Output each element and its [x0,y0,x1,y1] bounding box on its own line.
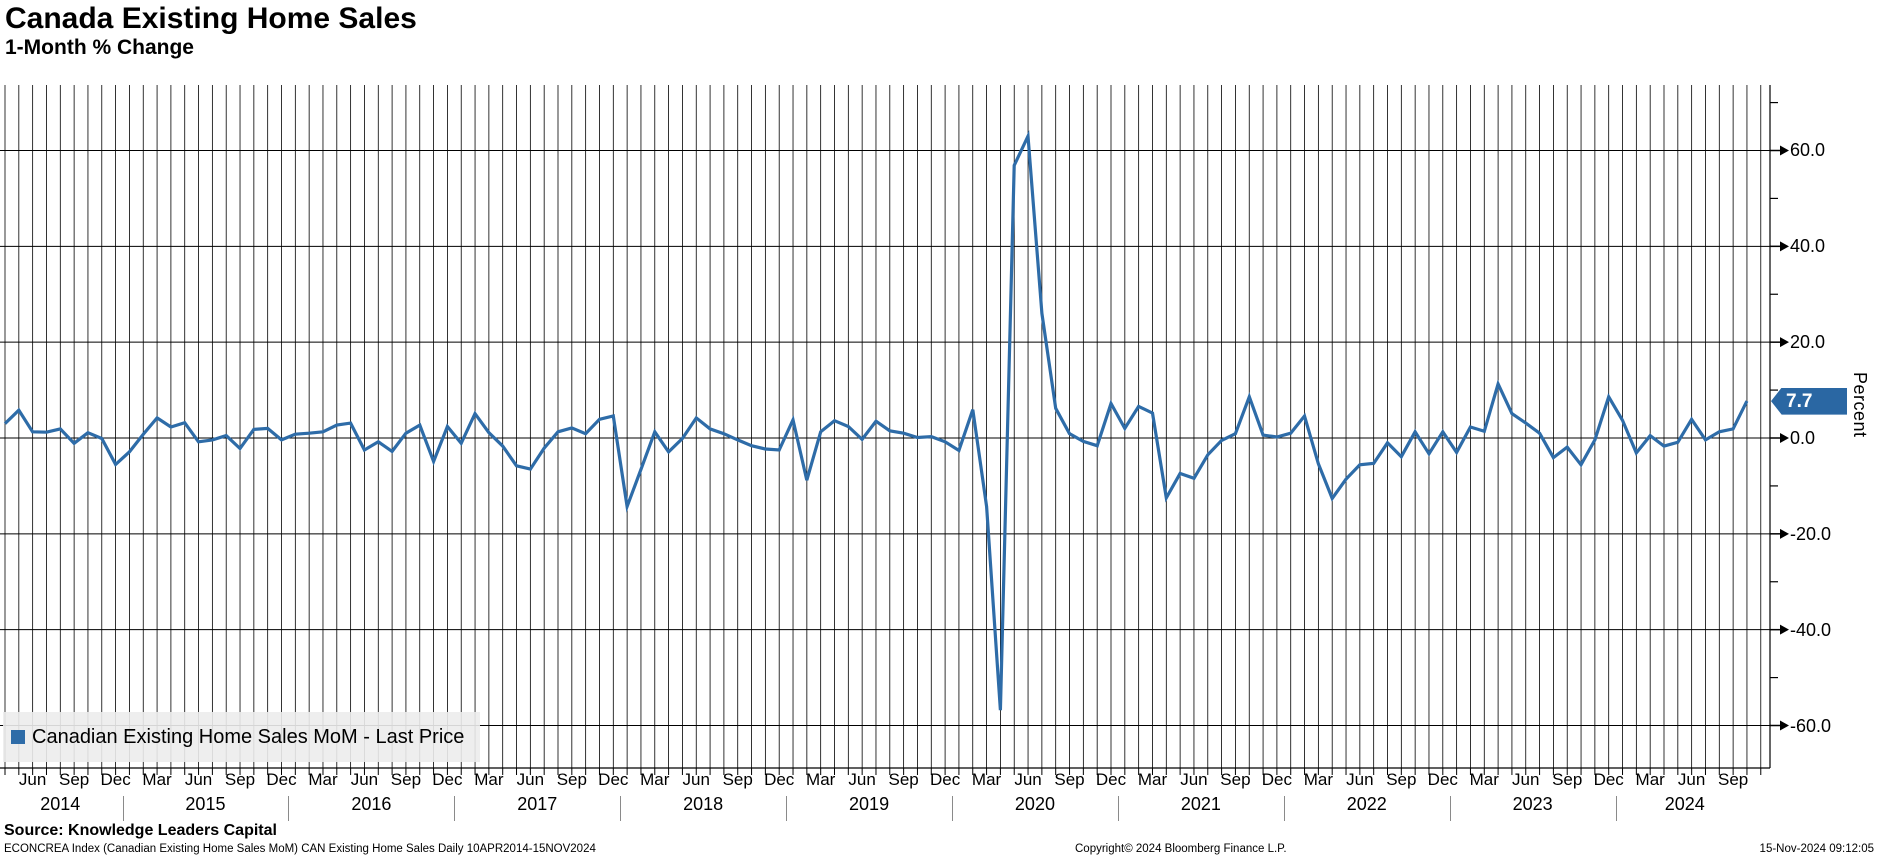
x-axis-month-label: Sep [1220,770,1251,789]
last-price-badge[interactable]: 7.7 [1771,387,1847,415]
x-axis-month-label: Mar [971,770,1002,789]
x-axis-year-label: 2022 [1346,794,1387,814]
x-axis-month-label: Sep [722,770,753,789]
x-axis-month-label: Sep [1386,770,1417,789]
footer-copyright: Copyright© 2024 Bloomberg Finance L.P. [1075,843,1287,855]
x-axis-year-label: 2019 [849,794,890,814]
y-axis-tick-arrow-icon [1780,241,1789,252]
x-axis-year-separator [454,796,456,821]
x-axis-year-label: 2020 [1014,794,1055,814]
x-axis-month-label: Sep [556,770,587,789]
x-axis-month-label: Dec [764,770,795,789]
x-axis-year-separator [1117,796,1119,821]
x-axis-year-separator [620,796,622,821]
x-axis-month-label: Mar [1137,770,1168,789]
x-axis-month-label: Jun [1014,770,1042,789]
y-axis-tick-label: -60.0 [1790,715,1832,736]
x-axis-year-separator [1283,796,1285,821]
x-axis-month-label: Sep [59,770,90,789]
x-axis-month-label: Dec [929,770,961,789]
x-axis-year-label: 2015 [185,794,226,814]
x-axis-month-label: Mar [806,770,836,789]
y-axis-tick-arrow-icon [1780,528,1789,539]
y-axis-tick-arrow-icon [1780,145,1789,156]
x-axis-month-label: Dec [1261,770,1292,789]
last-price-value: 7.7 [1786,390,1813,412]
series-line [3,129,1749,711]
x-axis-month-label: Jun [184,770,213,789]
x-axis-month-label: Sep [1718,770,1749,789]
x-axis-month-label: Sep [1054,770,1085,789]
y-axis-tick-label: -40.0 [1790,619,1832,640]
chart-title: Canada Existing Home Sales [5,2,417,35]
x-axis-year-label: 2014 [40,794,81,814]
x-axis-year-separator [288,796,290,821]
x-axis-month-label: Mar [1303,770,1334,789]
x-axis-month-label: Jun [1346,770,1374,789]
x-axis-month-label: Jun [682,770,710,789]
x-axis-year-label: 2023 [1512,794,1553,814]
x-axis-month-label: Jun [18,770,47,789]
x-axis-year-label: 2017 [517,794,558,814]
x-axis-month-label: Sep [888,770,919,789]
legend-item[interactable]: Canadian Existing Home Sales MoM - Last … [3,712,481,762]
x-axis-month-label: Dec [1593,770,1624,789]
x-axis-month-label: Jun [516,770,545,789]
x-axis-month-label: Mar [640,770,670,789]
footer-timestamp: 15-Nov-2024 09:12:05 [1759,843,1874,855]
x-axis-month-label: Jun [1180,770,1208,789]
y-axis-unit-label: Percent [1850,372,1870,438]
y-axis-tick-label: 0.0 [1790,428,1816,448]
chart-subtitle: 1-Month % Change [5,36,194,59]
x-axis-month-label: Dec [598,770,629,789]
x-axis-month-label: Dec [432,770,463,789]
y-axis-tick-label: 40.0 [1790,236,1826,257]
legend-series-label: Canadian Existing Home Sales MoM - Last … [32,725,465,748]
x-axis-month-label: Dec [1427,770,1458,789]
x-axis-year-label: 2016 [351,794,392,814]
x-axis-year-separator [952,796,953,821]
legend-swatch-icon [11,730,25,744]
x-axis-month-label: Jun [1512,770,1540,789]
x-axis-month-label: Mar [1635,770,1665,789]
x-axis-year-separator [1615,796,1617,821]
x-axis-month-label: Mar [474,770,504,789]
x-axis-month-label: Sep [1552,770,1583,789]
x-axis-month-label: Mar [1469,770,1499,789]
x-axis-month-label: Sep [390,770,422,789]
y-axis-tick-label: 60.0 [1790,140,1826,161]
y-axis-tick-arrow-icon [1780,720,1789,731]
x-axis-month-label: Sep [224,770,256,789]
x-axis-year-label: 2021 [1180,794,1221,814]
x-axis-month-label: Dec [100,770,131,789]
y-axis-tick-arrow-icon [1780,337,1789,348]
x-axis-year-label: 2024 [1664,794,1705,814]
x-axis-year-separator [786,796,788,821]
y-axis-tick-arrow-icon [1780,624,1789,635]
y-axis-tick-label: -20.0 [1790,523,1832,544]
x-axis-year-label: 2018 [683,794,724,814]
x-axis-year-separator [122,796,124,821]
source-line: Source: Knowledge Leaders Capital [4,822,277,839]
x-axis-month-label: Jun [848,770,876,789]
x-axis-month-label: Dec [1095,770,1127,789]
x-axis-month-label: Mar [142,770,172,789]
y-axis-tick-label: 20.0 [1790,332,1826,353]
x-axis-month-label: Jun [1677,770,1706,789]
x-axis-month-label: Dec [266,770,297,789]
x-axis-month-label: Mar [308,770,338,789]
footer-ticker-info: ECONCREA Index (Canadian Existing Home S… [4,843,596,855]
x-axis-month-label: Jun [350,770,379,789]
y-axis-tick-arrow-icon [1780,433,1789,443]
x-axis-year-separator [1449,796,1451,821]
